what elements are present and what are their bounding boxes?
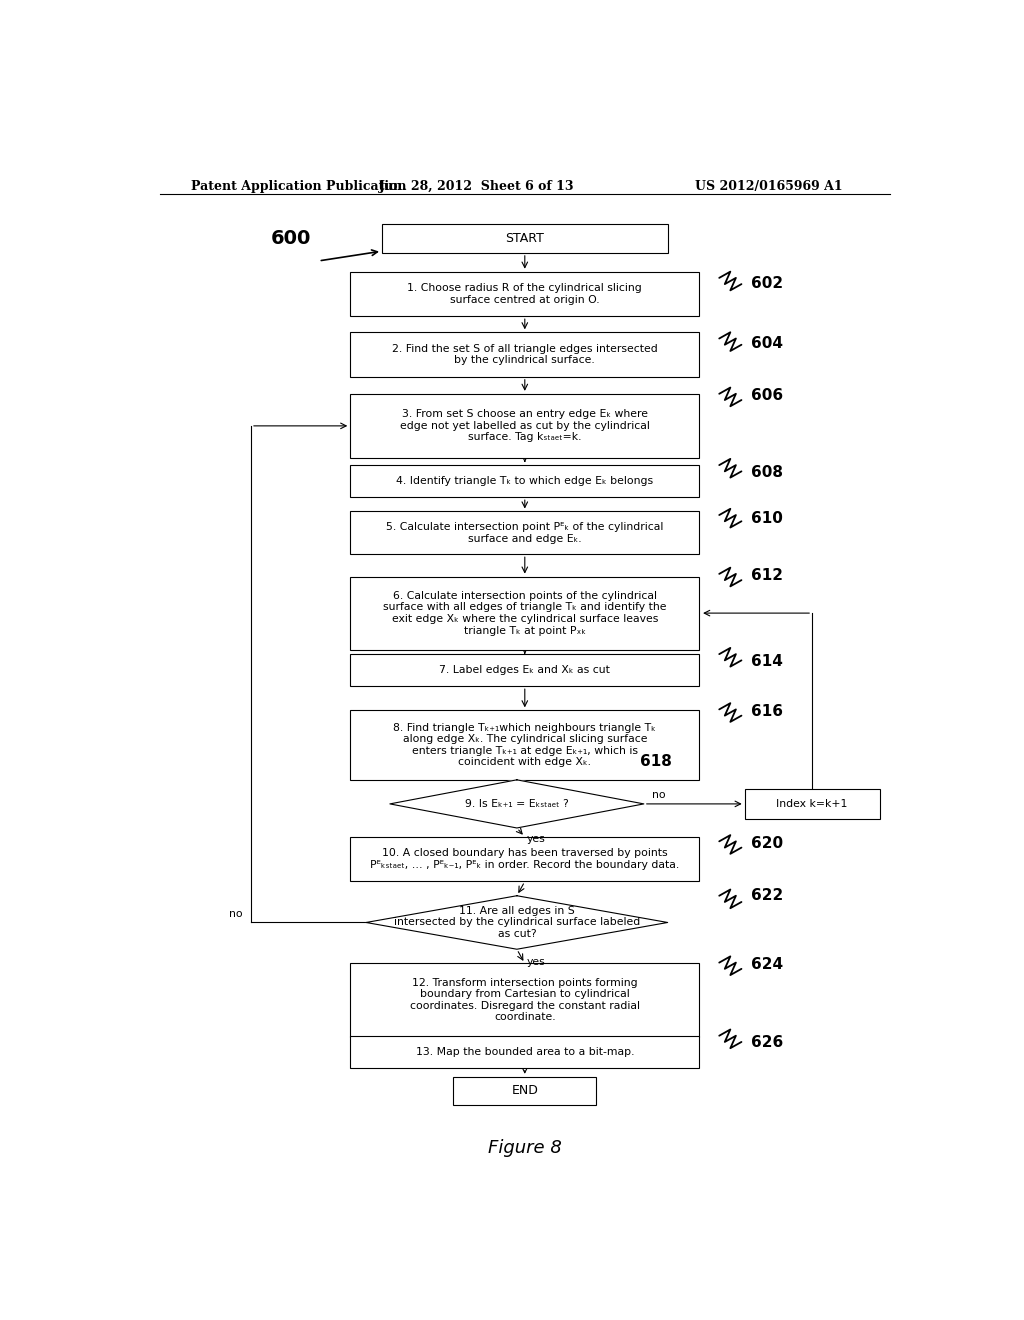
Text: 11. Are all edges in S
intersected by the cylindrical surface labeled
as cut?: 11. Are all edges in S intersected by th… <box>394 906 640 939</box>
FancyBboxPatch shape <box>350 272 699 317</box>
Text: 1. Choose radius R of the cylindrical slicing
surface centred at origin O.: 1. Choose radius R of the cylindrical sl… <box>408 282 642 305</box>
Text: 622: 622 <box>751 888 783 903</box>
Text: US 2012/0165969 A1: US 2012/0165969 A1 <box>694 181 842 194</box>
FancyBboxPatch shape <box>350 511 699 554</box>
Text: 2. Find the set S of all triangle edges intersected
by the cylindrical surface.: 2. Find the set S of all triangle edges … <box>392 343 657 366</box>
Text: yes: yes <box>526 834 545 843</box>
Text: Index k=k+1: Index k=k+1 <box>776 799 848 809</box>
Text: 612: 612 <box>751 568 783 583</box>
Text: Jun. 28, 2012  Sheet 6 of 13: Jun. 28, 2012 Sheet 6 of 13 <box>380 181 574 194</box>
FancyBboxPatch shape <box>350 655 699 686</box>
FancyBboxPatch shape <box>350 710 699 780</box>
FancyBboxPatch shape <box>382 224 668 253</box>
FancyBboxPatch shape <box>350 964 699 1036</box>
Polygon shape <box>367 896 668 949</box>
Text: 13. Map the bounded area to a bit-map.: 13. Map the bounded area to a bit-map. <box>416 1047 634 1057</box>
Text: 616: 616 <box>751 704 783 718</box>
Text: 606: 606 <box>751 388 783 403</box>
Text: no: no <box>229 908 243 919</box>
Text: 7. Label edges Eₖ and Xₖ as cut: 7. Label edges Eₖ and Xₖ as cut <box>439 665 610 675</box>
Text: 12. Transform intersection points forming
boundary from Cartesian to cylindrical: 12. Transform intersection points formin… <box>410 978 640 1023</box>
Text: 5. Calculate intersection point Pᴱₖ of the cylindrical
surface and edge Eₖ.: 5. Calculate intersection point Pᴱₖ of t… <box>386 523 664 544</box>
Text: 626: 626 <box>751 1035 783 1051</box>
Text: 618: 618 <box>640 754 672 768</box>
Text: 620: 620 <box>751 836 783 850</box>
Polygon shape <box>390 780 644 828</box>
Text: 600: 600 <box>270 230 311 248</box>
Text: 10. A closed boundary has been traversed by points
Pᴱₖₛₜₐₑₜ, … , Pᴱₖ₋₁, Pᴱₖ in o: 10. A closed boundary has been traversed… <box>370 849 680 870</box>
Text: END: END <box>511 1085 539 1097</box>
FancyBboxPatch shape <box>744 789 880 818</box>
FancyBboxPatch shape <box>350 393 699 458</box>
FancyBboxPatch shape <box>350 333 699 376</box>
Text: 8. Find triangle Tₖ₊₁which neighbours triangle Tₖ
along edge Xₖ. The cylindrical: 8. Find triangle Tₖ₊₁which neighbours tr… <box>393 722 656 767</box>
Text: START: START <box>506 232 544 246</box>
Text: 3. From set S choose an entry edge Eₖ where
edge not yet labelled as cut by the : 3. From set S choose an entry edge Eₖ wh… <box>399 409 650 442</box>
Text: 4. Identify triangle Tₖ to which edge Eₖ belongs: 4. Identify triangle Tₖ to which edge Eₖ… <box>396 477 653 486</box>
Text: 624: 624 <box>751 957 783 972</box>
Text: 610: 610 <box>751 511 783 527</box>
FancyBboxPatch shape <box>350 465 699 498</box>
Text: 9. Is Eₖ₊₁ = Eₖₛₜₐₑₜ ?: 9. Is Eₖ₊₁ = Eₖₛₜₐₑₜ ? <box>465 799 568 809</box>
Text: 614: 614 <box>751 653 783 669</box>
Text: 604: 604 <box>751 337 783 351</box>
Text: yes: yes <box>526 957 545 966</box>
FancyBboxPatch shape <box>350 577 699 649</box>
FancyBboxPatch shape <box>454 1077 596 1105</box>
Text: Figure 8: Figure 8 <box>487 1139 562 1158</box>
FancyBboxPatch shape <box>350 837 699 882</box>
FancyBboxPatch shape <box>350 1036 699 1068</box>
Text: no: no <box>652 789 666 800</box>
Text: Patent Application Publication: Patent Application Publication <box>191 181 407 194</box>
Text: 602: 602 <box>751 276 783 290</box>
Text: 6. Calculate intersection points of the cylindrical
surface with all edges of tr: 6. Calculate intersection points of the … <box>383 591 667 635</box>
Text: 608: 608 <box>751 465 783 479</box>
